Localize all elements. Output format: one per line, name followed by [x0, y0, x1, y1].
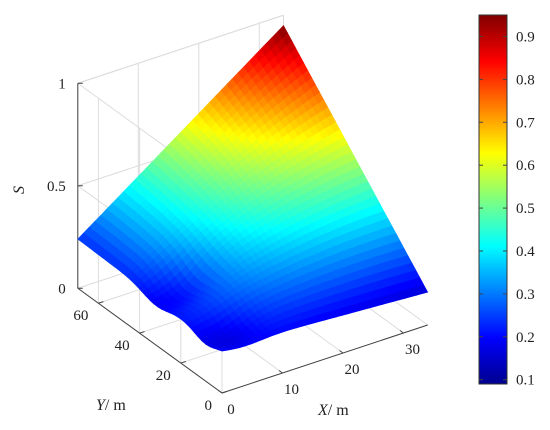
y-tick-label: 60: [73, 308, 88, 324]
grid-line: [77, 14, 284, 84]
colorbar-tick-label: 0.2: [516, 330, 535, 346]
y-axis-label-unit: / m: [105, 397, 126, 414]
tick-marks: [77, 82, 404, 394]
surface-mesh: [77, 24, 429, 352]
z-tick-label: 0: [58, 281, 66, 297]
colorbar-tick-label: 0.6: [516, 158, 535, 174]
x-tick-label: 0: [227, 402, 235, 418]
x-tick-mark: [218, 390, 223, 394]
y-axis-label: Y/ m: [96, 397, 126, 414]
x-axis-label-var: X: [317, 402, 329, 419]
z-axis-label: S: [11, 186, 28, 194]
x-tick-label: 20: [345, 362, 360, 378]
x-axis-line: [221, 324, 428, 394]
x-tick-labels: 0 10 20 30: [227, 342, 420, 418]
y-axis-line: [77, 287, 223, 394]
colorbar-gradient: [478, 14, 508, 385]
x-tick-label: 30: [405, 342, 420, 358]
y-tick-mark: [180, 361, 186, 364]
z-tick-labels: 00.51: [47, 76, 66, 297]
colorbar: 0.1 0.2 0.3 0.4 0.5 0.6 0.7 0.8 0.9: [478, 14, 535, 389]
z-tick-label: 1: [58, 76, 66, 92]
x-axis-label-unit: / m: [328, 402, 349, 419]
colorbar-tick-label: 0.3: [516, 287, 535, 303]
x-tick-label: 10: [284, 382, 299, 398]
y-tick-mark: [139, 331, 145, 334]
colorbar-tick-label: 0.5: [516, 201, 535, 217]
surface-patch: [77, 232, 88, 243]
y-tick-labels: 0 20 40 60: [73, 308, 212, 414]
y-tick-mark: [98, 301, 104, 304]
x-tick-mark: [278, 370, 283, 374]
y-tick-label: 40: [115, 338, 130, 354]
y-tick-label: 20: [156, 368, 171, 384]
y-tick-label: 0: [205, 398, 213, 414]
y-tick-mark: [221, 390, 228, 394]
z-tick-label: 0.5: [47, 179, 66, 195]
y-axis-label-var: Y: [96, 397, 107, 414]
x-tick-mark: [339, 350, 344, 354]
colorbar-tick-label: 0.9: [516, 29, 535, 45]
colorbar-tick-label: 0.7: [516, 115, 535, 131]
colorbar-tick-label: 0.4: [516, 244, 535, 260]
colorbar-tick-label: 0.8: [516, 72, 535, 88]
x-tick-mark: [399, 330, 404, 334]
x-axis-label: X/ m: [317, 402, 349, 419]
colorbar-ticks: 0.1 0.2 0.3 0.4 0.5 0.6 0.7 0.8 0.9: [479, 29, 535, 389]
colorbar-tick-label: 0.1: [516, 373, 535, 389]
